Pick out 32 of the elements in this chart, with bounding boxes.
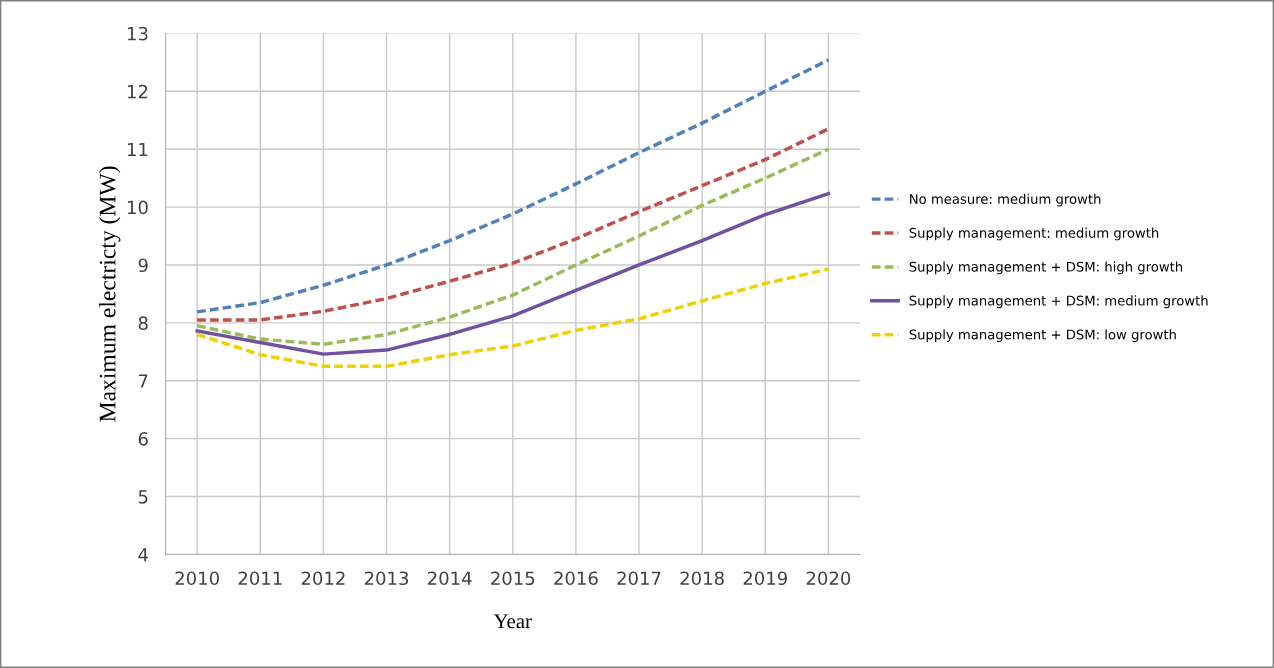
y-tick-label: 11 [127, 142, 148, 157]
x-tick-label: 2012 [301, 571, 345, 586]
x-tick-label: 2015 [491, 571, 535, 586]
x-tick-label: 2017 [617, 571, 661, 586]
y-tick-label: 6 [138, 432, 148, 446]
x-tick-label: 2016 [554, 571, 598, 586]
y-tick-label: 13 [127, 26, 148, 41]
y-tick-label: 4 [138, 548, 148, 562]
legend-label: No measure: medium growth [910, 193, 1101, 207]
x-axis-title: Year [493, 614, 532, 629]
y-tick-label: 5 [138, 490, 148, 504]
y-tick-label: 12 [127, 84, 148, 99]
legend-label: Supply management + DSM: medium growth [909, 295, 1208, 309]
x-tick-label: 2011 [238, 571, 282, 586]
x-tick-label: 2014 [428, 571, 472, 586]
y-tick-label: 8 [138, 316, 148, 330]
y-axis-title: Maximum electricty (MW) [98, 166, 121, 422]
x-tick-label: 2013 [364, 571, 409, 586]
line-series [195, 192, 831, 356]
legend-label: Supply management + DSM: high growth [909, 261, 1183, 275]
line-series [195, 58, 831, 314]
line-series [195, 147, 831, 347]
x-tick-label: 2010 [175, 571, 219, 586]
y-tick-label: 10 [127, 200, 148, 215]
y-tick-label: 9 [138, 258, 148, 273]
legend-label: Supply management + DSM: low growth [909, 329, 1176, 343]
x-tick-label: 2019 [743, 571, 787, 586]
line-series [195, 267, 831, 369]
x-tick-label: 2020 [806, 571, 851, 586]
legend-label: Supply management: medium growth [909, 227, 1159, 241]
x-tick-label: 2018 [680, 571, 724, 586]
y-tick-label: 7 [138, 374, 148, 388]
